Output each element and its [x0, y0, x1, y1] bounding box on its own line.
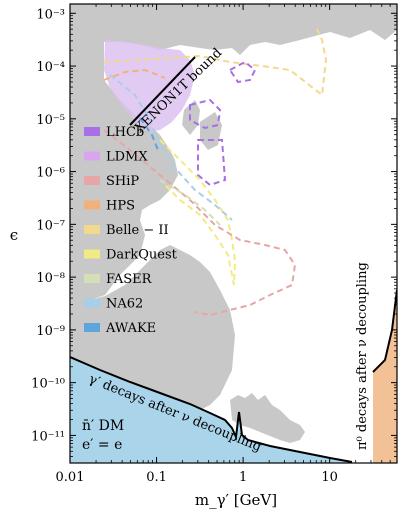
excluded-region-blob-b [200, 112, 222, 150]
legend-label: SHiP [106, 174, 139, 189]
legend-swatch [84, 323, 100, 332]
x-tick-label: 0.1 [146, 470, 167, 485]
legend-swatch [84, 176, 100, 185]
y-tick-label: 10⁻⁶ [36, 166, 65, 181]
excluded-region-top [70, 4, 397, 305]
pion-boundary-line [372, 289, 397, 373]
y-tick-label: 10⁻⁴ [36, 60, 65, 75]
legend-swatch [84, 274, 100, 283]
series-lhcb-curve-c [228, 60, 257, 84]
pion-region-orange [373, 290, 397, 463]
x-axis-label: m_γ′ [GeV] [195, 491, 277, 509]
axis-ticks: 0.01 0.1 1 10 10⁻¹¹ 10⁻¹⁰ 10⁻⁹ 10⁻⁸ 10⁻⁷ 10⁻⁶ 10⁻⁵… [31, 4, 398, 485]
series-faser-curve [159, 179, 221, 226]
series-ldmx-region [104, 40, 195, 132]
y-tick-label: 10⁻⁷ [36, 218, 65, 233]
legend-swatch [84, 249, 100, 259]
y-tick-label: 10⁻⁹ [36, 324, 65, 339]
plot-area [70, 4, 397, 463]
excluded-region-bottom [70, 245, 235, 410]
x-tick-label: 10 [321, 470, 338, 485]
series-awake-curve [139, 117, 159, 151]
series-ship-curve [103, 129, 297, 317]
legend-label: DarkQuest [106, 248, 178, 263]
y-tick-label: 10⁻⁸ [36, 271, 65, 286]
x-tick-label: 0.01 [56, 470, 85, 485]
legend-swatch [84, 151, 100, 161]
legend-label: NA62 [106, 297, 143, 312]
excluded-region-step [230, 393, 305, 443]
legend-swatch [84, 225, 100, 234]
series-darkquest-curve [159, 139, 237, 286]
anno-coupling: e′ = e [82, 437, 122, 453]
series-lhcb-curve-b [197, 139, 227, 187]
legend-label: HPS [106, 199, 135, 214]
legend-label: LHCb [106, 125, 144, 140]
y-axis-label: ϵ [10, 226, 18, 244]
legend-label: LDMX [106, 150, 148, 165]
legend-label: FASER [106, 272, 153, 287]
legend: LHCb LDMX SHiP HPS Belle − II DarkQuest FASER N… [84, 125, 178, 336]
legend-swatch [84, 127, 100, 136]
anno-pion-decays: π⁰ decays after ν decoupling [355, 262, 370, 450]
y-tick-label: 10⁻¹⁰ [31, 377, 65, 392]
series-na62-curve [109, 74, 233, 221]
decay-region-blue [70, 357, 352, 463]
y-tick-label: 10⁻⁵ [36, 113, 65, 128]
legend-swatch [84, 200, 100, 210]
series-lhcb-curve-a [189, 98, 222, 130]
y-tick-label: 10⁻¹¹ [31, 429, 65, 444]
anno-dm: n̄′ DM [82, 418, 124, 434]
series-hps-curve [103, 68, 166, 81]
legend-label: AWAKE [105, 321, 156, 336]
y-tick-label: 10⁻³ [36, 7, 65, 22]
decay-boundary-line [70, 356, 353, 463]
legend-swatch [84, 298, 100, 308]
plot-frame [69, 3, 398, 464]
xenon-bound-line [129, 56, 196, 126]
legend-label: Belle − II [106, 223, 169, 238]
x-tick-label: 1 [239, 470, 247, 485]
